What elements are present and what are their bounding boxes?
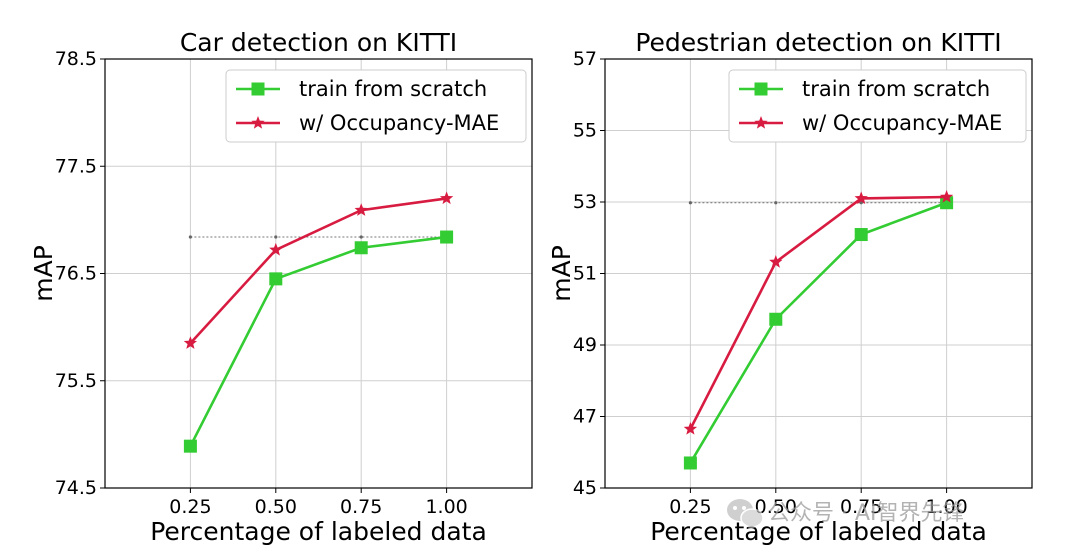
x-tick-label: 1.00: [425, 496, 467, 518]
wechat-icon: [727, 499, 764, 528]
y-axis-label: mAP: [547, 245, 576, 302]
legend-box: [225, 69, 527, 143]
y-tick-label: 49: [573, 334, 597, 356]
y-tick-label: 55: [573, 120, 597, 142]
legend-label: train from scratch: [299, 77, 487, 101]
data-point: [769, 312, 783, 326]
series-line: [189, 197, 447, 345]
y-tick-label: 78.5: [55, 48, 97, 70]
chart-title: Pedestrian detection on KITTI: [635, 28, 1001, 57]
reference-marker: [359, 235, 363, 239]
series-line: [689, 195, 947, 430]
y-tick-label: 76.5: [55, 263, 97, 285]
y-tick-label: 47: [573, 406, 597, 428]
watermark-text: 公众号 · AI智界先锋: [768, 501, 965, 526]
chart-panel-pedestrian: 0.25 0.50 0.75 1.00 45 47 49 51 53 55 57 Pedestrian…: [547, 28, 1033, 546]
x-tick-label: 0.25: [169, 496, 211, 518]
legend-marker: [251, 82, 265, 96]
y-tick-label: 75.5: [55, 370, 97, 392]
watermark: 公众号 · AI智界先锋: [727, 499, 965, 528]
legend-marker: [754, 116, 768, 129]
y-tick-label: 74.5: [55, 477, 97, 499]
chart-panel-car: 0.25 0.50 0.75 1.00 74.5 75.5 76.5 77.5 78.5 Car …: [29, 28, 533, 546]
legend-label: w/ Occupancy-MAE: [802, 111, 1002, 135]
chart-title: Car detection on KITTI: [180, 28, 457, 57]
data-point: [354, 203, 368, 216]
data-point: [439, 191, 454, 205]
legend-marker: [754, 82, 768, 96]
y-tick-label: 53: [573, 191, 597, 213]
data-point: [183, 439, 197, 453]
data-point: [854, 191, 868, 205]
y-tick-label: 45: [573, 477, 597, 499]
legend-label: w/ Occupancy-MAE: [299, 111, 499, 135]
legend-label: train from scratch: [802, 77, 990, 101]
data-point: [183, 336, 198, 349]
data-point: [440, 230, 454, 244]
series-line: [189, 235, 447, 447]
x-axis-label: Percentage of labeled data: [650, 517, 987, 546]
reference-marker: [188, 235, 192, 239]
data-point: [683, 456, 697, 470]
data-point: [939, 190, 954, 203]
series-line: [689, 201, 948, 464]
data-point: [683, 422, 698, 435]
x-tick-label: 0.75: [840, 496, 882, 518]
data-point: [854, 228, 868, 242]
x-tick-label: 0.75: [340, 496, 382, 518]
data-point: [769, 255, 783, 268]
x-tick-label: 0.50: [255, 496, 297, 518]
legend-box: [728, 69, 1027, 143]
legend-marker: [251, 116, 265, 129]
data-point: [269, 272, 283, 286]
y-axis-label: mAP: [29, 245, 58, 302]
reference-marker: [774, 201, 778, 205]
x-tick-label: 0.50: [755, 496, 797, 518]
y-tick-label: 57: [573, 48, 597, 70]
y-tick-label: 51: [573, 263, 597, 285]
x-tick-label: 1.00: [925, 496, 967, 518]
x-tick-label: 0.25: [669, 496, 711, 518]
x-axis-label: Percentage of labeled data: [150, 517, 487, 546]
y-tick-label: 77.5: [55, 155, 97, 177]
data-point: [269, 242, 283, 256]
reference-marker: [274, 235, 278, 239]
data-point: [354, 241, 368, 255]
reference-marker: [688, 201, 693, 205]
